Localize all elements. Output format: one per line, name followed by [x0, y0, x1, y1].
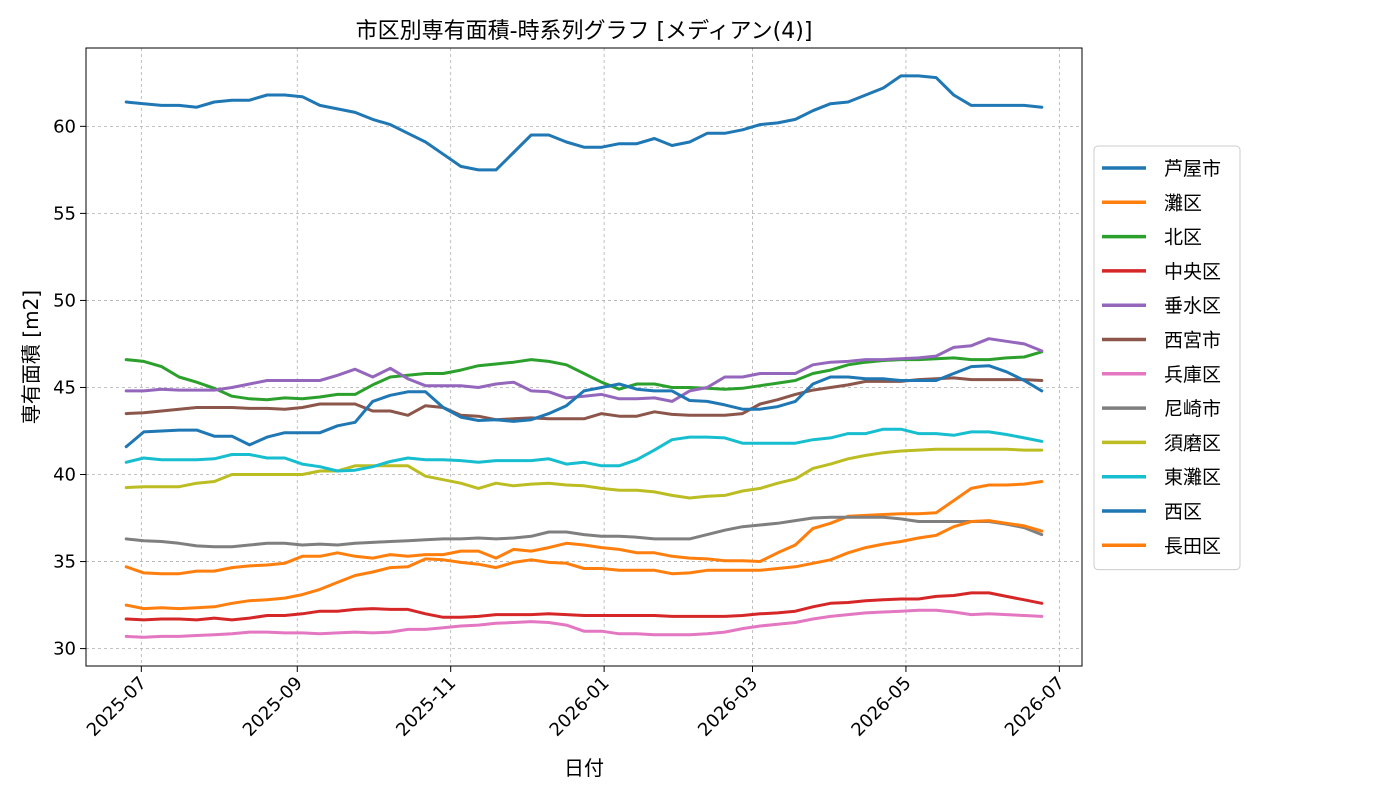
x-tick-label: 2025-11: [392, 673, 460, 741]
y-tick-label: 30: [53, 639, 76, 660]
series-group: [124, 74, 1044, 639]
legend-label: 垂水区: [1164, 295, 1221, 317]
legend-label: 尼崎市: [1164, 398, 1221, 420]
y-tick-label: 40: [53, 465, 76, 486]
series-line: [124, 515, 1044, 549]
y-tick-label: 50: [53, 290, 76, 311]
series-line: [124, 591, 1044, 622]
x-tick-label: 2026-05: [847, 673, 915, 741]
x-tick-label: 2026-01: [546, 673, 614, 741]
series-line: [124, 427, 1044, 473]
legend-label: 西区: [1164, 501, 1202, 523]
y-axis: 30 35 40 45 50 55 60: [53, 116, 86, 660]
series-line: [124, 364, 1044, 449]
grid: [86, 48, 1082, 666]
y-tick-label: 55: [53, 203, 76, 224]
series-line: [124, 74, 1044, 172]
y-tick-label: 35: [53, 552, 76, 573]
legend-label: 芦屋市: [1164, 158, 1221, 180]
legend-label: 灘区: [1164, 192, 1202, 214]
chart-title: 市区別専有面積-時系列グラフ [メディアン(4)]: [356, 19, 813, 44]
legend-label: 東灘区: [1164, 467, 1221, 489]
y-axis-label: 専有面積 [m2]: [19, 290, 43, 424]
legend-label: 須磨区: [1164, 432, 1221, 454]
series-line: [124, 519, 1044, 611]
legend-label: 西宮市: [1164, 330, 1221, 352]
legend-label: 中央区: [1164, 261, 1221, 283]
legend-box: [1093, 145, 1241, 571]
y-tick-label: 60: [53, 116, 76, 137]
series-line: [124, 480, 1044, 576]
series-line: [124, 447, 1044, 500]
x-axis: 2025-07 2025-09 2025-11 2026-01 2026-03 2026-…: [83, 666, 1069, 741]
legend-label: 兵庫区: [1164, 364, 1221, 386]
series-line: [124, 376, 1044, 422]
y-tick-label: 45: [53, 377, 76, 398]
x-tick-label: 2025-09: [239, 673, 307, 741]
x-tick-label: 2026-07: [1001, 673, 1069, 741]
series-line: [124, 608, 1044, 639]
series-line: [124, 337, 1044, 403]
x-tick-label: 2025-07: [83, 673, 151, 741]
legend-label: 北区: [1164, 227, 1202, 249]
plot-frame: [85, 47, 1083, 667]
legend-label: 長田区: [1164, 535, 1221, 557]
x-tick-label: 2026-03: [694, 673, 762, 741]
x-axis-label: 日付: [564, 756, 604, 780]
